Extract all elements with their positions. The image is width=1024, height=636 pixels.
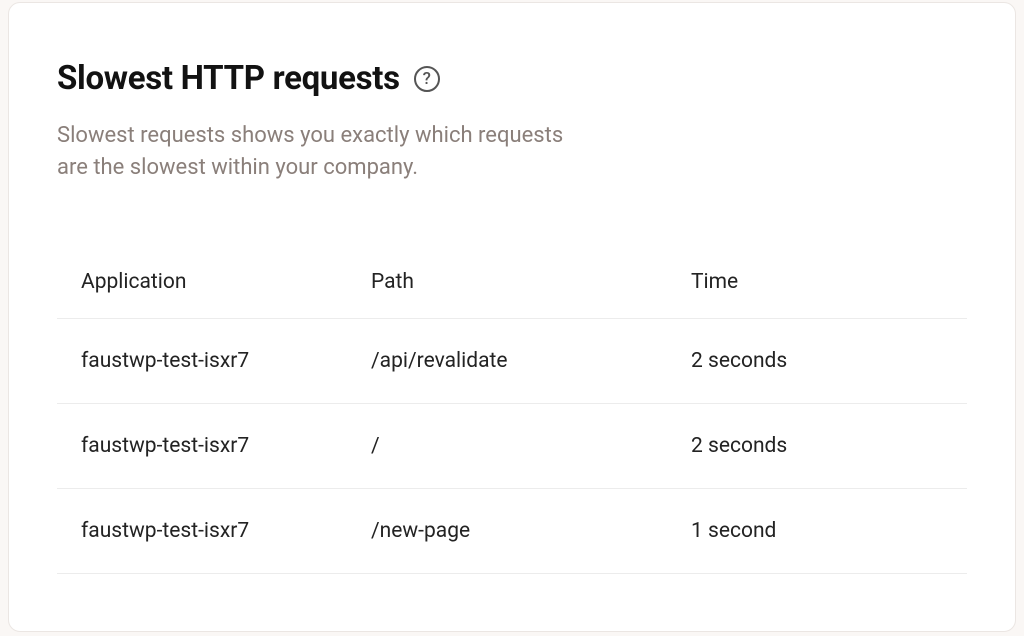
- table-header-row: Application Path Time: [57, 252, 967, 319]
- cell-time: 2 seconds: [691, 349, 943, 373]
- card-description: Slowest requests shows you exactly which…: [57, 120, 577, 184]
- cell-application: faustwp-test-isxr7: [81, 434, 371, 458]
- table-row: faustwp-test-isxr7 /new-page 1 second: [57, 489, 967, 574]
- card-title: Slowest HTTP requests: [57, 59, 400, 98]
- table-row: faustwp-test-isxr7 /api/revalidate 2 sec…: [57, 319, 967, 404]
- cell-path: /: [371, 434, 691, 458]
- col-header-application: Application: [81, 270, 371, 294]
- cell-application: faustwp-test-isxr7: [81, 349, 371, 373]
- help-icon[interactable]: ?: [414, 66, 440, 92]
- col-header-time: Time: [691, 270, 943, 294]
- cell-application: faustwp-test-isxr7: [81, 519, 371, 543]
- cell-time: 2 seconds: [691, 434, 943, 458]
- slowest-requests-card: Slowest HTTP requests ? Slowest requests…: [8, 2, 1016, 632]
- cell-time: 1 second: [691, 519, 943, 543]
- card-header: Slowest HTTP requests ?: [57, 59, 967, 98]
- cell-path: /new-page: [371, 519, 691, 543]
- table-row: faustwp-test-isxr7 / 2 seconds: [57, 404, 967, 489]
- col-header-path: Path: [371, 270, 691, 294]
- cell-path: /api/revalidate: [371, 349, 691, 373]
- requests-table: Application Path Time faustwp-test-isxr7…: [57, 252, 967, 574]
